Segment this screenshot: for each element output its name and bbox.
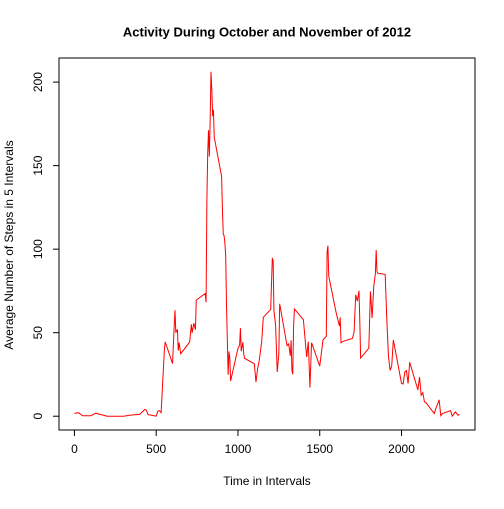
x-tick-label: 0 [71, 442, 78, 456]
x-tick-label: 1500 [306, 442, 333, 456]
x-tick-label: 2000 [388, 442, 415, 456]
x-axis-label: Time in Intervals [223, 474, 311, 488]
data-line [74, 71, 460, 418]
plot-box [58, 57, 476, 431]
chart-title: Activity During October and November of … [123, 24, 411, 39]
x-tick-label: 1000 [225, 442, 252, 456]
x-tick-label: 500 [146, 442, 166, 456]
y-tick-label: 150 [31, 155, 45, 175]
y-tick-label: 100 [31, 239, 45, 259]
y-axis-label: Average Number of Steps in 5 Intervals [2, 140, 16, 349]
y-tick-label: 0 [31, 413, 45, 420]
y-tick-label: 50 [31, 326, 45, 340]
y-tick-label: 200 [31, 72, 45, 92]
